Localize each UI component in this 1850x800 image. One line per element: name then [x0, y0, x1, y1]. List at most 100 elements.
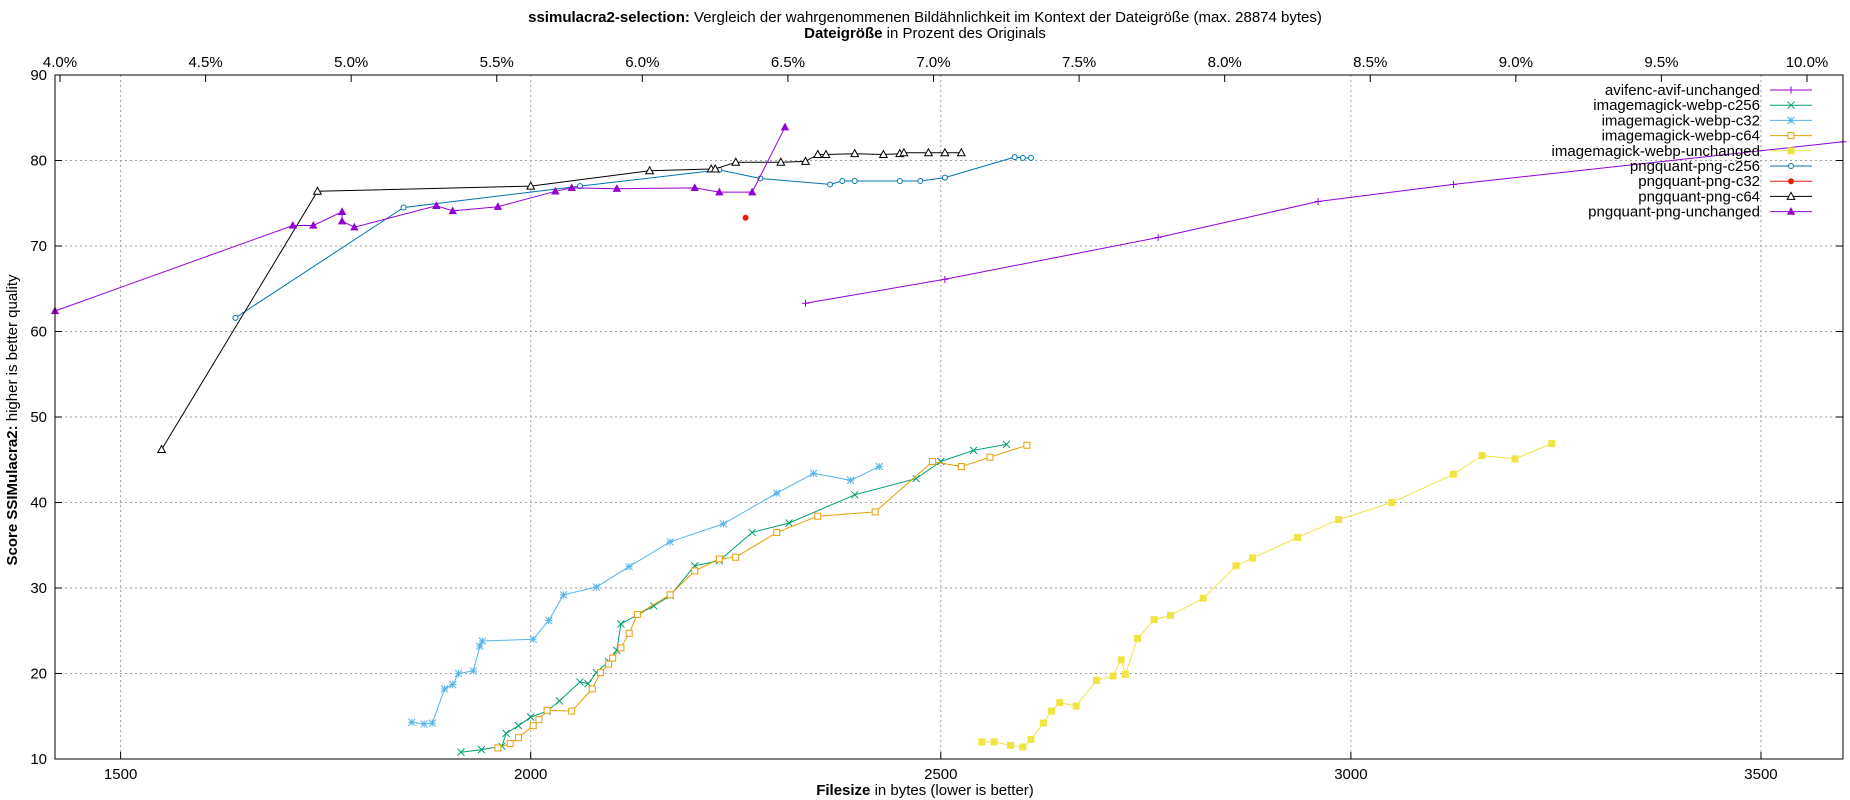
data-point	[827, 181, 834, 188]
data-point	[337, 216, 347, 225]
data-point	[776, 157, 786, 166]
data-point	[337, 207, 347, 215]
series-pngquant-png-c32	[742, 214, 749, 221]
x-tick-label: 3000	[1334, 766, 1367, 783]
legend-swatch-marker	[1787, 132, 1795, 140]
top-tick-label: 8.0%	[1208, 54, 1242, 71]
legend-label: pngquant-png-c32	[1638, 173, 1760, 190]
series-imagemagick-webp-c32	[407, 462, 884, 728]
data-point	[666, 591, 674, 599]
data-point	[813, 149, 823, 159]
data-point	[617, 620, 625, 628]
data-point	[309, 220, 318, 229]
data-point	[742, 214, 749, 221]
plot-frame	[54, 74, 1844, 760]
top-tick-label: 4.0%	[43, 54, 77, 71]
data-point	[312, 186, 323, 195]
data-point	[448, 206, 457, 215]
data-point	[440, 685, 449, 693]
data-point	[526, 181, 536, 190]
x-tick-label: 3500	[1744, 766, 1777, 783]
data-point	[846, 476, 855, 485]
legend-entry: pngquant-png-c32	[1638, 173, 1812, 190]
y-tick-label: 50	[30, 409, 47, 426]
data-point	[1023, 441, 1031, 449]
data-point	[941, 275, 949, 283]
y-axis-title: Score SSIMulacra2: higher is better qual…	[4, 274, 21, 565]
series-line	[161, 152, 962, 450]
data-point	[1314, 198, 1322, 206]
series-line	[497, 444, 1028, 749]
y-tick-label: 20	[30, 666, 47, 683]
series-pngquant-png-c256	[232, 154, 1035, 321]
data-point	[1388, 499, 1396, 506]
data-point	[288, 220, 298, 229]
data-point	[1019, 743, 1027, 751]
data-point	[457, 748, 465, 757]
data-point	[719, 520, 728, 528]
data-point	[875, 462, 884, 471]
data-point	[1449, 180, 1457, 188]
data-point	[454, 669, 463, 678]
data-point	[1294, 534, 1302, 542]
data-point	[800, 156, 811, 165]
data-point	[596, 669, 604, 677]
data-point	[1028, 154, 1035, 161]
legend-label: pngquant-png-c256	[1630, 158, 1760, 175]
data-point	[978, 738, 986, 746]
data-point	[1048, 707, 1056, 715]
legend-label: imagemagick-webp-c256	[1593, 97, 1760, 114]
data-point	[156, 444, 167, 453]
legend-swatch-marker	[1786, 207, 1796, 215]
data-point	[526, 713, 535, 721]
series-line	[411, 466, 880, 725]
data-point	[940, 147, 950, 157]
data-point	[477, 745, 486, 754]
data-point	[544, 616, 553, 625]
data-point	[1093, 676, 1101, 684]
data-point	[1002, 440, 1011, 449]
legend-label: imagemagick-webp-unchanged	[1552, 143, 1760, 160]
top-tick-label: 8.5%	[1353, 54, 1387, 71]
series-pngquant-png-unchanged	[50, 122, 790, 315]
y-tick-label: 60	[30, 324, 47, 341]
data-point	[773, 528, 781, 536]
legend-entry: pngquant-png-unchanged	[1588, 204, 1812, 221]
y-tick-label: 10	[30, 751, 47, 768]
data-point	[956, 147, 966, 157]
data-point	[1449, 470, 1457, 478]
data-point	[543, 706, 551, 714]
data-point	[567, 183, 576, 192]
series-imagemagick-webp-unchanged	[978, 440, 1556, 751]
data-point	[506, 740, 514, 748]
legend-entry: imagemagick-webp-unchanged	[1552, 143, 1812, 160]
data-point	[617, 644, 625, 652]
grid	[55, 75, 1843, 759]
series-line	[235, 156, 1031, 319]
data-point	[1121, 670, 1129, 678]
data-point	[478, 637, 487, 645]
data-point	[732, 553, 740, 561]
data-point	[1548, 440, 1556, 448]
data-point	[568, 707, 576, 715]
legend-entry: imagemagick-webp-c64	[1602, 128, 1812, 145]
top-tick-label: 7.0%	[916, 54, 950, 71]
data-point	[633, 611, 641, 619]
data-point	[923, 147, 934, 157]
data-point	[1134, 634, 1142, 642]
data-point	[666, 537, 674, 546]
data-point	[625, 629, 633, 637]
top-tick-label: 6.0%	[625, 54, 659, 71]
data-point	[878, 149, 889, 159]
data-point	[957, 463, 965, 471]
data-point	[1335, 516, 1343, 524]
data-point	[1007, 741, 1015, 749]
data-point	[710, 164, 720, 173]
data-point	[400, 204, 407, 211]
data-point	[232, 314, 239, 321]
series-line	[981, 443, 1552, 748]
data-point	[625, 562, 633, 571]
series-line	[54, 126, 786, 312]
chart-title: ssimulacra2-selection: Vergleich der wah…	[528, 9, 1322, 26]
